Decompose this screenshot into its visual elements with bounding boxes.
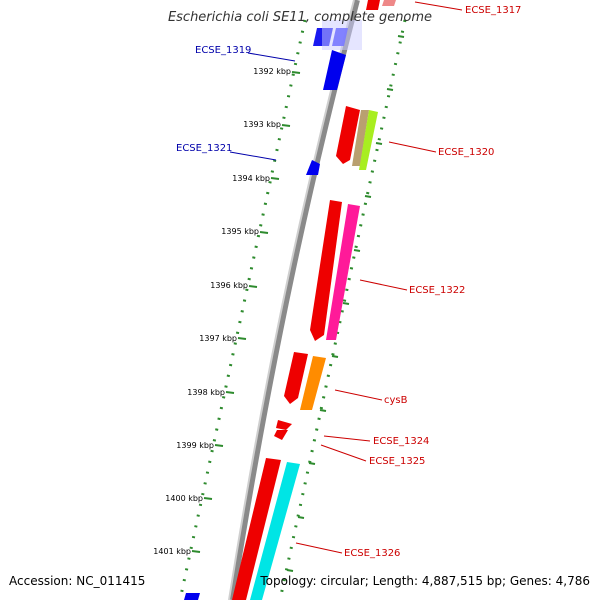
reverse-genes xyxy=(232,0,396,600)
outer-tick-4 xyxy=(364,195,372,198)
label-ECSE_1325: ECSE_1325 xyxy=(369,456,425,467)
kbp-label: 1394 kbp xyxy=(232,174,270,183)
kbp-tick-1395 xyxy=(259,231,269,234)
leader-ECSE_1321 xyxy=(229,151,277,161)
leader-ECSE_1324 xyxy=(323,435,371,442)
topology-text: Topology: circular; Length: 4,887,515 bp… xyxy=(260,574,590,588)
gene-bottom-forward[interactable] xyxy=(184,593,200,600)
kbp-label: 1399 kbp xyxy=(176,441,214,450)
kbp-label: 1398 kbp xyxy=(187,388,225,397)
kbp-tick-1392 xyxy=(291,71,301,74)
label-ECSE_1321: ECSE_1321 xyxy=(176,143,232,154)
kbp-label: 1397 kbp xyxy=(199,334,237,343)
leader-ECSE_1325 xyxy=(320,444,367,462)
outer-tick-8 xyxy=(319,409,327,412)
kbp-tick-1397 xyxy=(237,337,247,340)
kbp-tick-1401 xyxy=(191,550,201,553)
label-ECSE_1320: ECSE_1320 xyxy=(438,147,494,158)
kbp-label: 1393 kbp xyxy=(243,120,281,129)
leader-ECSE_1322 xyxy=(359,279,408,291)
gene-ECSE_1317-reverse[interactable] xyxy=(366,0,380,10)
kbp-tick-1396 xyxy=(248,285,258,288)
outer-tick-3 xyxy=(375,142,383,145)
gene-ECSE_1319-forward[interactable] xyxy=(323,50,346,90)
outer-tick-1 xyxy=(397,35,405,38)
outer-tick-9 xyxy=(308,462,316,465)
gene-ECSE_1320-reverse[interactable] xyxy=(336,106,360,164)
gene-ECSE_1320c[interactable] xyxy=(359,110,378,170)
leader-ECSE_1320 xyxy=(388,141,437,153)
gene-ECSE_1322-red[interactable] xyxy=(310,200,342,341)
kbp-tick-1398 xyxy=(225,391,235,394)
gene-ECSE_1322-pink[interactable] xyxy=(326,204,360,340)
leader-ECSE_1326 xyxy=(295,542,343,554)
leader-cysB xyxy=(334,389,383,401)
kbp-tick-marks xyxy=(191,35,405,572)
kbp-label: 1392 kbp xyxy=(253,67,291,76)
gene-cysB-orange[interactable] xyxy=(300,356,326,410)
gene-ECSE_1324-reverse[interactable] xyxy=(276,420,292,430)
kbp-label: 1401 kbp xyxy=(153,547,191,556)
outer-tick-10 xyxy=(297,516,305,519)
label-ECSE_1317: ECSE_1317 xyxy=(465,5,521,16)
gene-ECSE_1326-cyan[interactable] xyxy=(250,462,300,600)
label-cysB: cysB xyxy=(384,395,408,406)
leader-ECSE_1319 xyxy=(247,52,296,62)
outer-tick-6 xyxy=(342,302,350,305)
kbp-tick-1393 xyxy=(281,124,291,127)
leader-lines xyxy=(229,1,463,554)
outer-tick-7 xyxy=(331,355,339,358)
gene-cysB-red[interactable] xyxy=(284,352,308,404)
kbp-label: 1396 kbp xyxy=(210,281,248,290)
outer-tick-5 xyxy=(353,249,361,252)
label-ECSE_1322: ECSE_1322 xyxy=(409,285,465,296)
outer-tick-2 xyxy=(386,88,394,91)
forward-genes xyxy=(184,20,362,600)
kbp-tick-1400 xyxy=(203,497,213,500)
outer-dotted-ring xyxy=(278,19,407,600)
forward-gene-shade xyxy=(322,20,362,50)
label-ECSE_1326: ECSE_1326 xyxy=(344,548,400,559)
accession-text: Accession: NC_011415 xyxy=(9,574,146,588)
kbp-tick-1394 xyxy=(270,177,280,180)
map-title: Escherichia coli SE11, complete genome xyxy=(167,10,433,25)
gene-ECSE_1326-red[interactable] xyxy=(232,458,281,600)
gene-ECSE_1325-reverse[interactable] xyxy=(274,430,288,440)
kbp-label: 1395 kbp xyxy=(221,227,259,236)
label-ECSE_1319: ECSE_1319 xyxy=(195,45,251,56)
kbp-label: 1400 kbp xyxy=(165,494,203,503)
leader-ECSE_1317 xyxy=(414,1,463,11)
gene-ECSE_1320b[interactable] xyxy=(352,110,369,166)
gene-ECSE_1317b-reverse[interactable] xyxy=(382,0,396,6)
gene-ECSE_1321-forward[interactable] xyxy=(306,160,320,175)
outer-tick-11 xyxy=(286,569,294,572)
label-ECSE_1324: ECSE_1324 xyxy=(373,436,429,447)
kbp-tick-1399 xyxy=(214,444,224,447)
